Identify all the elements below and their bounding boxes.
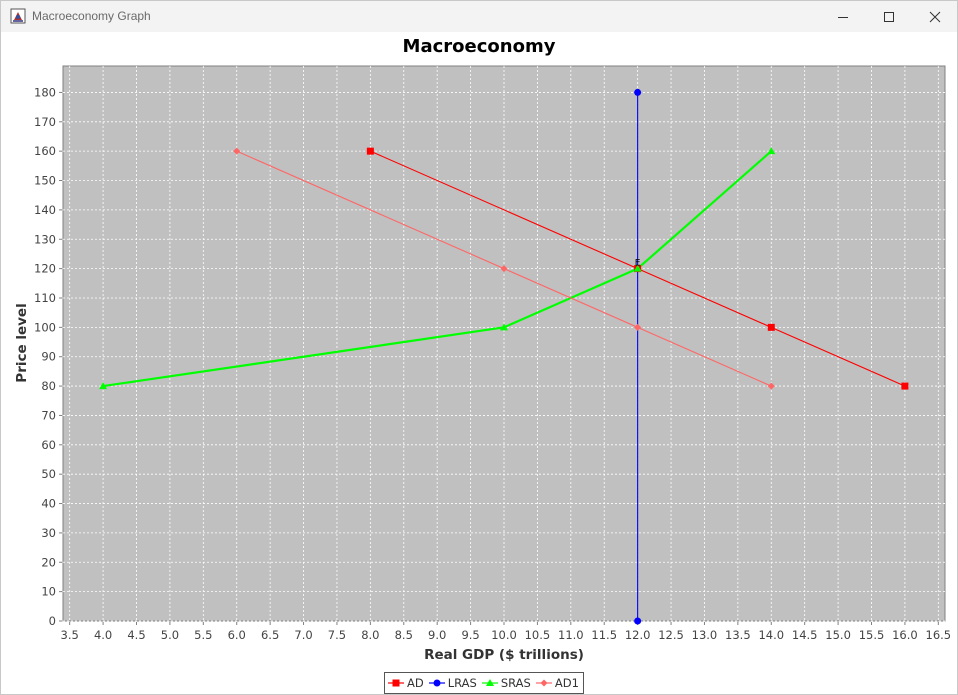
x-tick-label: 12.5: [658, 628, 684, 642]
x-tick-label: 16.0: [892, 628, 918, 642]
minimize-button[interactable]: [820, 1, 866, 32]
x-tick-label: 4.5: [127, 628, 145, 642]
legend-label: AD: [407, 676, 424, 690]
maximize-icon: [884, 11, 894, 22]
minimize-icon: [838, 16, 848, 18]
legend-swatch-sras: [481, 679, 498, 686]
chart-title: Macroeconomy: [403, 36, 556, 57]
legend-swatch-marker: [433, 679, 441, 687]
y-tick-label: 80: [41, 379, 56, 393]
window-title: Macroeconomy Graph: [32, 9, 151, 23]
y-tick-label: 70: [41, 408, 56, 422]
legend-label: LRAS: [447, 676, 477, 690]
close-button[interactable]: [912, 1, 958, 32]
close-icon: [929, 11, 941, 22]
legend-item-lras: LRAS: [428, 676, 477, 690]
y-tick-label: 180: [34, 85, 56, 99]
lras-point: [634, 88, 642, 96]
legend-swatch-marker: [485, 679, 494, 686]
x-tick-label: 14.5: [792, 628, 818, 642]
ad-point: [901, 382, 909, 390]
legend-label: SRAS: [500, 676, 531, 690]
legend-item-sras: SRAS: [481, 676, 531, 690]
ad1-point: [233, 147, 241, 155]
y-tick-label: 60: [41, 438, 56, 452]
y-tick-label: 160: [34, 144, 56, 158]
y-tick-label: 30: [41, 526, 56, 540]
y-tick-label: 20: [41, 555, 56, 569]
x-tick-label: 11.0: [558, 628, 584, 642]
y-tick-label: 140: [34, 203, 56, 217]
y-tick-label: 100: [34, 320, 56, 334]
lras-point: [634, 617, 642, 625]
x-tick-label: 11.5: [591, 628, 617, 642]
x-tick-label: 15.5: [859, 628, 885, 642]
x-tick-label: 13.0: [692, 628, 718, 642]
y-tick-label: 90: [41, 350, 56, 364]
y-tick-label: 130: [34, 232, 56, 246]
sras-point: [767, 147, 776, 155]
equilibrium-label: E: [635, 259, 641, 269]
x-tick-label: 7.5: [328, 628, 346, 642]
x-tick-label: 8.0: [361, 628, 379, 642]
ad1-point: [767, 382, 775, 390]
x-tick-label: 10.5: [525, 628, 551, 642]
legend-swatch-lras: [428, 679, 445, 687]
series-markers: [99, 88, 909, 625]
x-axis-label: Real GDP ($ trillions): [424, 647, 584, 663]
x-tick-label: 3.5: [61, 628, 79, 642]
ad-series-line: [370, 150, 906, 387]
x-tick-label: 12.0: [625, 628, 651, 642]
ad-point: [366, 147, 374, 155]
legend-swatch-marker: [392, 679, 400, 687]
y-tick-label: 170: [34, 115, 56, 129]
y-tick-label: 40: [41, 497, 56, 511]
java-app-icon: [10, 8, 26, 24]
legend-item-ad1: AD1: [535, 676, 579, 690]
maximize-button[interactable]: [866, 1, 912, 32]
ad1-series-line: [236, 150, 772, 387]
series-lines: [102, 92, 906, 621]
legend-item-ad: AD: [387, 676, 424, 690]
x-tick-label: 5.5: [194, 628, 212, 642]
x-tick-label: 16.5: [926, 628, 952, 642]
legend-swatch-ad1: [535, 679, 552, 687]
y-tick-label: 50: [41, 467, 56, 481]
y-tick-label: 120: [34, 262, 56, 276]
x-tick-label: 6.0: [228, 628, 246, 642]
x-tick-label: 9.5: [461, 628, 479, 642]
x-tick-label: 7.0: [294, 628, 312, 642]
sras-point: [633, 264, 642, 272]
x-tick-label: 4.0: [94, 628, 112, 642]
x-tick-label: 13.5: [725, 628, 751, 642]
x-tick-label: 5.0: [161, 628, 179, 642]
legend-swatch-marker: [540, 679, 548, 687]
y-tick-label: 10: [41, 585, 56, 599]
x-tick-label: 14.0: [758, 628, 784, 642]
x-tick-label: 10.0: [491, 628, 517, 642]
x-tick-label: 8.5: [395, 628, 413, 642]
ad1-point: [634, 323, 642, 331]
ad1-point: [500, 265, 508, 273]
y-tick-label: 150: [34, 174, 56, 188]
x-tick-label: 6.5: [261, 628, 279, 642]
axes: 3.5 4.0 4.5 5.0 5.5 6.0 6.5 7.0 7.5 8.0 8.5 9.0 9.5 1…: [34, 85, 951, 642]
legend-swatch-ad: [388, 679, 404, 687]
x-tick-label: 9.0: [428, 628, 446, 642]
legend-label: AD1: [554, 676, 579, 690]
chart-legend: AD LRAS SRAS AD1: [384, 672, 584, 694]
y-tick-label: 0: [49, 614, 56, 628]
sras-point: [99, 382, 108, 390]
sras-point: [500, 323, 508, 331]
y-axis-label: Price level: [14, 303, 30, 382]
annotations: E: [635, 259, 641, 269]
ad-point: [767, 323, 775, 331]
title-bar[interactable]: Macroeconomy Graph: [1, 1, 957, 32]
y-tick-label: 110: [34, 291, 56, 305]
x-tick-label: 15.0: [825, 628, 851, 642]
chart: Macroeconomy 3.5 4.0 4.5 5.0 5.5 6.0 6.5 7.0 7.5…: [14, 36, 951, 663]
